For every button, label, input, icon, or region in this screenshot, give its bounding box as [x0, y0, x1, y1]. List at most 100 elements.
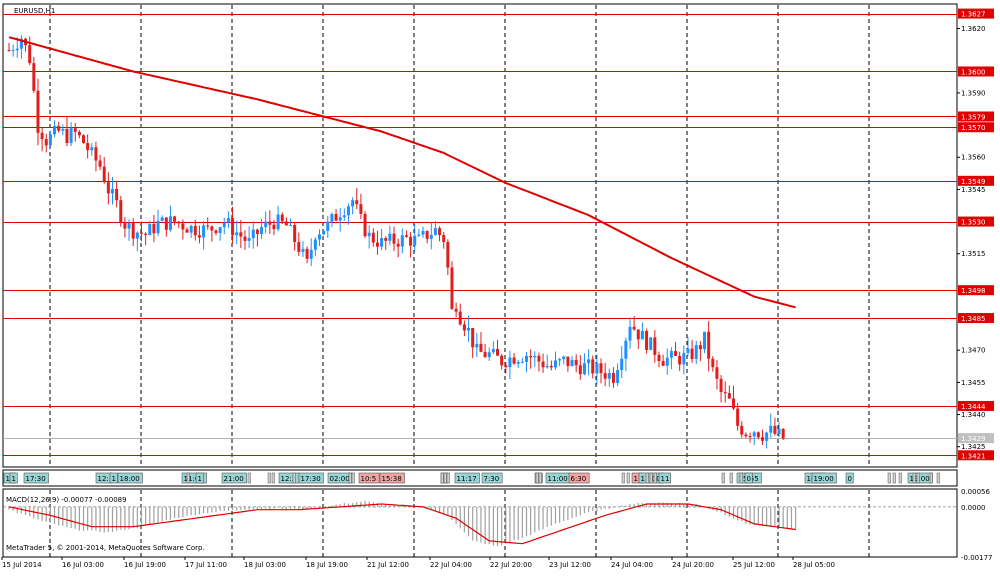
level-price-tag[interactable]	[958, 285, 994, 296]
event-label-text: 0	[848, 475, 852, 483]
event-label-box[interactable]	[195, 472, 204, 484]
candle-body	[570, 359, 574, 367]
candle-body	[69, 128, 73, 144]
price-tick-label: 1.3455	[961, 379, 986, 387]
level-price-tag[interactable]	[958, 450, 994, 461]
candle-body	[313, 239, 317, 250]
event-marker[interactable]	[351, 472, 355, 484]
event-label-box[interactable]	[379, 472, 405, 484]
event-label-box[interactable]	[811, 472, 837, 484]
candle-body	[769, 425, 773, 433]
candle-body	[773, 425, 777, 434]
event-marker[interactable]	[443, 472, 447, 484]
event-marker[interactable]	[645, 472, 649, 484]
candle-body	[338, 217, 342, 221]
level-price-tag[interactable]	[958, 216, 994, 227]
event-marker[interactable]	[887, 472, 891, 484]
event-label-box[interactable]	[358, 472, 380, 484]
level-price-tag[interactable]	[958, 175, 994, 186]
event-marker[interactable]	[186, 472, 190, 484]
event-label-box[interactable]	[658, 472, 671, 484]
candle-body	[516, 362, 520, 364]
event-marker[interactable]	[916, 472, 920, 484]
event-label-box[interactable]	[9, 472, 18, 484]
event-marker[interactable]	[653, 472, 657, 484]
time-axis-label: 18 Jul 03:00	[244, 561, 286, 569]
event-label-box[interactable]	[568, 472, 590, 484]
event-label-box[interactable]	[454, 472, 480, 484]
level-price-tag[interactable]	[958, 122, 994, 133]
event-label-box[interactable]	[221, 472, 247, 484]
event-label-text: 21:00	[224, 475, 244, 483]
event-marker[interactable]	[898, 472, 902, 484]
candle-body	[425, 230, 429, 239]
event-marker[interactable]	[912, 472, 916, 484]
event-label-text: 17:30	[301, 475, 321, 483]
candle-body	[160, 217, 164, 221]
event-label-box[interactable]	[181, 472, 207, 484]
event-label-text: 11:17	[457, 475, 477, 483]
candle-body	[111, 188, 114, 194]
level-price-tag-label: 1.3421	[961, 452, 986, 460]
level-price-tag[interactable]	[958, 111, 994, 122]
event-marker[interactable]	[649, 472, 653, 484]
candle-body	[525, 356, 528, 362]
event-marker[interactable]	[739, 472, 743, 484]
event-marker[interactable]	[721, 472, 725, 484]
event-label-box[interactable]	[117, 472, 143, 484]
candle-body	[7, 50, 11, 52]
level-price-tag[interactable]	[958, 8, 994, 19]
candle-body	[218, 227, 222, 234]
candle-body	[632, 326, 636, 330]
event-marker[interactable]	[929, 472, 933, 484]
event-marker[interactable]	[446, 472, 450, 484]
candle-body	[363, 213, 367, 237]
event-label-box[interactable]	[109, 472, 118, 484]
event-label-text: 18:00	[120, 475, 140, 483]
event-marker[interactable]	[729, 472, 733, 484]
event-marker[interactable]	[271, 472, 275, 484]
event-marker[interactable]	[247, 472, 251, 484]
level-price-tag[interactable]	[958, 400, 994, 411]
level-price-tag[interactable]	[958, 66, 994, 77]
event-marker[interactable]	[535, 472, 539, 484]
event-label-box[interactable]	[298, 472, 324, 484]
time-axis-label: 22 Jul 04:00	[430, 561, 472, 569]
level-price-tag[interactable]	[958, 313, 994, 324]
event-marker[interactable]	[538, 472, 542, 484]
current-price-tag	[958, 433, 994, 444]
event-label-box[interactable]	[744, 472, 753, 484]
candle-body	[541, 361, 545, 368]
level-price-tag-label: 1.3444	[961, 403, 986, 411]
event-label-text: 19:00	[814, 475, 834, 483]
event-label-box[interactable]	[23, 472, 49, 484]
event-marker[interactable]	[626, 472, 630, 484]
event-label-text: 10:5	[361, 475, 377, 483]
candle-body	[326, 221, 330, 231]
current-price-tag-label: 1.3429	[961, 435, 986, 443]
event-marker[interactable]	[892, 472, 896, 484]
candle-body	[508, 357, 512, 368]
candle-body	[454, 308, 458, 312]
candle-body	[102, 166, 106, 183]
candle-body	[322, 230, 326, 235]
event-marker[interactable]	[292, 472, 296, 484]
candle-body	[458, 311, 462, 325]
event-label-box[interactable]	[481, 472, 503, 484]
candle-body	[595, 363, 599, 374]
candle-body	[396, 243, 400, 247]
event-label-text: 02:00	[330, 475, 350, 483]
candle-body	[152, 224, 156, 234]
time-axis-label: 22 Jul 20:00	[490, 561, 532, 569]
event-marker[interactable]	[936, 472, 940, 484]
candle-body	[678, 355, 682, 365]
event-marker[interactable]	[621, 472, 625, 484]
time-axis-label: 25 Jul 12:00	[733, 561, 775, 569]
event-marker[interactable]	[267, 472, 271, 484]
event-marker[interactable]	[348, 472, 352, 484]
event-marker[interactable]	[440, 472, 444, 484]
candle-body	[471, 327, 475, 348]
event-label-box[interactable]	[845, 472, 854, 484]
